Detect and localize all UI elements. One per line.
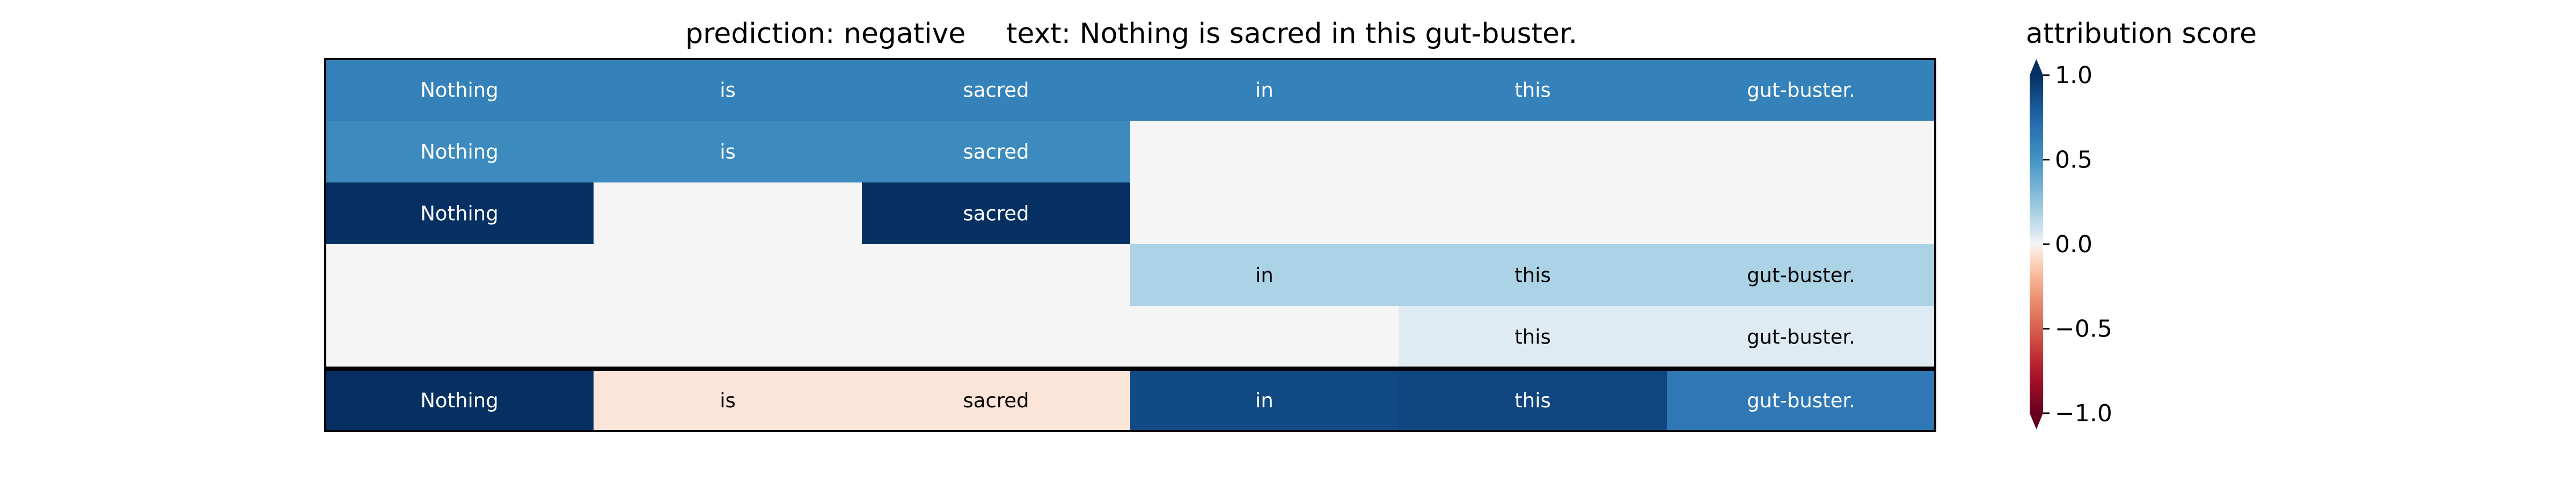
heatmap-cell-r1-c3 (1130, 121, 1399, 183)
heatmap-cell-r5-c5 (1667, 370, 1936, 431)
heatmap-cell-r2-c5 (1667, 182, 1936, 245)
colorbar-tick-label: −0.5 (2055, 316, 2112, 343)
heatmap-cell-r2-c3 (1130, 182, 1399, 245)
token-label-r0-c1: is (720, 79, 736, 102)
heatmap-cell-r0-c2 (862, 59, 1131, 121)
heatmap-token-labels: Nothing is sacred in this gut-buster. Nothing i… (420, 79, 1855, 413)
token-label-r3-c5: gut-buster. (1747, 264, 1855, 287)
colorbar-tick-label: 0.0 (2055, 231, 2092, 258)
heatmap-cells (325, 59, 1936, 431)
heatmap-cell-r2-c0 (325, 182, 594, 245)
heatmap-cell-r1-c2 (862, 121, 1131, 183)
heatmap-cell-r1-c1 (594, 121, 862, 183)
token-label-r1-c1: is (720, 141, 736, 164)
token-label-r4-c5: gut-buster. (1747, 326, 1855, 349)
heatmap-cell-r4-c3 (1130, 306, 1399, 368)
colorbar-gradient (2030, 75, 2043, 413)
heatmap-cell-r1-c4 (1399, 121, 1667, 183)
token-label-r5-c3: in (1255, 389, 1274, 412)
token-label-r5-c4: this (1514, 389, 1551, 412)
heatmap-cell-r3-c2 (862, 244, 1131, 306)
colorbar-label: attribution score (2026, 18, 2257, 50)
heatmap-cell-r0-c5 (1667, 59, 1936, 121)
colorbar-tick-label: −1.0 (2055, 400, 2112, 427)
heatmap-cell-r5-c4 (1399, 370, 1667, 431)
heatmap-cell-r0-c3 (1130, 59, 1399, 121)
heatmap-cell-r2-c1 (594, 182, 862, 245)
colorbar-tick-label: 1.0 (2055, 62, 2092, 89)
token-label-r5-c0: Nothing (420, 389, 499, 412)
token-label-r5-c5: gut-buster. (1747, 389, 1855, 412)
heatmap-cell-r0-c4 (1399, 59, 1667, 121)
token-label-r5-c1: is (720, 389, 736, 412)
heatmap-cell-r3-c1 (594, 244, 862, 306)
heatmap-cell-r4-c5 (1667, 306, 1936, 368)
colorbar-extend-bottom (2030, 413, 2043, 429)
heatmap-cell-r0-c0 (325, 59, 594, 121)
heatmap-cell-r5-c3 (1130, 370, 1399, 431)
heatmap-cell-r0-c1 (594, 59, 862, 121)
token-label-r0-c0: Nothing (420, 79, 499, 102)
colorbar: attribution score 1.0 0.5 0.0 −0.5 −1.0 (2026, 18, 2257, 429)
token-label-r2-c2: sacred (963, 202, 1029, 225)
heatmap-cell-r1-c5 (1667, 121, 1936, 183)
heatmap-cell-r3-c0 (325, 244, 594, 306)
heatmap-cell-r5-c0 (325, 370, 594, 431)
token-label-r4-c4: this (1514, 326, 1551, 349)
token-label-r1-c0: Nothing (420, 141, 499, 164)
token-label-r0-c5: gut-buster. (1747, 79, 1855, 102)
heatmap-frame-top (324, 58, 1936, 369)
heatmap-cell-r4-c1 (594, 306, 862, 368)
heatmap-cell-r5-c2 (862, 370, 1131, 431)
colorbar-extend-top (2030, 59, 2043, 75)
token-label-r3-c4: this (1514, 264, 1551, 287)
token-label-r0-c4: this (1514, 79, 1551, 102)
token-label-r0-c3: in (1255, 79, 1274, 102)
token-label-r1-c2: sacred (963, 141, 1029, 164)
heatmap-cell-r3-c5 (1667, 244, 1936, 306)
heatmap-cell-r2-c2 (862, 182, 1131, 245)
text-title: text: Nothing is sacred in this gut-bust… (1006, 18, 1577, 50)
token-label-r5-c2: sacred (963, 389, 1029, 412)
heatmap-cell-r3-c3 (1130, 244, 1399, 306)
heatmap-cell-r4-c2 (862, 306, 1131, 368)
heatmap-cell-r5-c1 (594, 370, 862, 431)
token-label-r0-c2: sacred (963, 79, 1029, 102)
heatmap-cell-r3-c4 (1399, 244, 1667, 306)
prediction-title: prediction: negative (685, 18, 965, 50)
token-label-r3-c3: in (1255, 264, 1274, 287)
colorbar-ticks: 1.0 0.5 0.0 −0.5 −1.0 (2043, 62, 2112, 427)
colorbar-tick-label: 0.5 (2055, 147, 2092, 174)
heatmap-cell-r4-c0 (325, 306, 594, 368)
heatmap-frame-bottom (324, 369, 1936, 432)
heatmap-cell-r1-c0 (325, 121, 594, 183)
heatmap-cell-r2-c4 (1399, 182, 1667, 245)
heatmap-cell-r4-c4 (1399, 306, 1667, 368)
token-label-r2-c0: Nothing (420, 202, 499, 225)
